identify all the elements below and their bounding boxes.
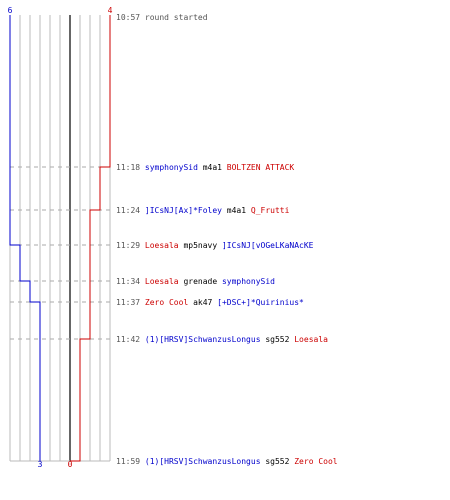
event-row: 11:34 Loesala grenade symphonySid (116, 277, 275, 286)
event-time: 11:42 (116, 335, 140, 344)
red-end-count: 0 (68, 460, 73, 469)
event-player-red: Loesala (289, 335, 328, 344)
event-time: 11:18 (116, 163, 140, 172)
event-player-blue: symphonySid (217, 277, 275, 286)
event-player-red: Zero Cool (289, 457, 337, 466)
event-time: 11:59 (116, 457, 140, 466)
event-row: 10:57 round started (116, 13, 208, 22)
event-row: 11:59 (1)[HRSV]SchwanzusLongus sg552 Zer… (116, 457, 338, 466)
event-weapon: grenade (179, 277, 218, 286)
event-player-blue: [+DSC+]*Quirinius* (212, 298, 304, 307)
event-player-red: Zero Cool (140, 298, 188, 307)
event-player-blue: (1)[HRSV]SchwanzusLongus (140, 335, 261, 344)
blue-start-count: 6 (8, 6, 13, 15)
event-row: 11:42 (1)[HRSV]SchwanzusLongus sg552 Loe… (116, 335, 328, 344)
blue-team-alive-line (9, 15, 41, 461)
event-time: 11:29 (116, 241, 140, 250)
event-note: round started (140, 13, 208, 22)
timeline-grid (9, 15, 111, 462)
event-weapon: m4a1 (222, 206, 246, 215)
event-weapon: mp5navy (179, 241, 218, 250)
event-log: 10:57 round started 11:18 symphonySid m4a… (116, 13, 338, 466)
event-player-blue: ]ICsNJ[Ax]*Foley (140, 206, 222, 215)
event-player-red: Loesala (140, 277, 179, 286)
event-player-red: BOLTZEN ATTACK (222, 163, 294, 172)
event-player-red: Loesala (140, 241, 179, 250)
event-player-blue: ]ICsNJ[vOGeLKaNAcKE (217, 241, 314, 250)
event-row: 11:18 symphonySid m4a1 BOLTZEN ATTACK (116, 163, 294, 172)
event-player-blue: (1)[HRSV]SchwanzusLongus (140, 457, 261, 466)
event-weapon: sg552 (261, 335, 290, 344)
event-row: 11:24 ]ICsNJ[Ax]*Foley m4a1 Q_Frutti (116, 206, 290, 215)
event-weapon: m4a1 (198, 163, 222, 172)
event-row: 11:37 Zero Cool ak47 [+DSC+]*Quirinius* (116, 298, 304, 307)
red-team-alive-line (70, 15, 111, 462)
event-time: 11:24 (116, 206, 140, 215)
event-time: 11:37 (116, 298, 140, 307)
red-start-count: 4 (108, 6, 113, 15)
event-row: 11:29 Loesala mp5navy ]ICsNJ[vOGeLKaNAcK… (116, 241, 314, 250)
event-weapon: sg552 (261, 457, 290, 466)
event-time: 10:57 (116, 13, 140, 22)
blue-end-count: 3 (38, 460, 43, 469)
event-player-red: Q_Frutti (246, 206, 290, 215)
event-player-blue: symphonySid (140, 163, 198, 172)
event-time: 11:34 (116, 277, 140, 286)
event-weapon: ak47 (188, 298, 212, 307)
